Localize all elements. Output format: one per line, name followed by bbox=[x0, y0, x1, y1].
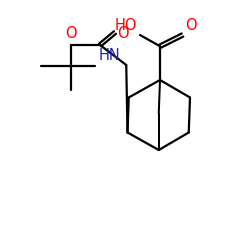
Text: O: O bbox=[66, 26, 77, 41]
Text: HO: HO bbox=[115, 18, 138, 32]
Text: O: O bbox=[185, 18, 196, 32]
Text: O: O bbox=[118, 26, 129, 41]
Text: HN: HN bbox=[98, 48, 120, 62]
